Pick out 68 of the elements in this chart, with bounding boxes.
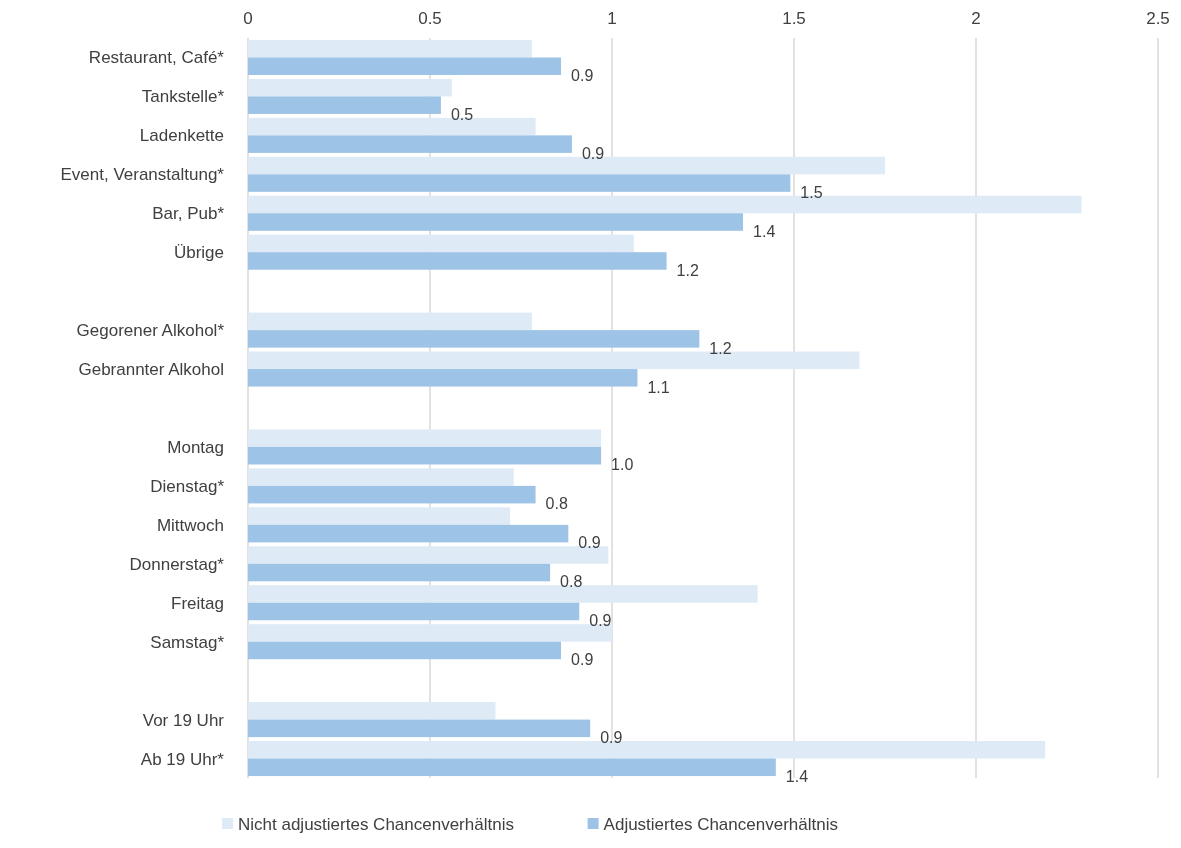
x-tick-label: 2 xyxy=(971,9,981,28)
data-label: 0.8 xyxy=(560,573,583,591)
bar xyxy=(248,57,562,75)
bar xyxy=(248,585,758,603)
data-label: 0.8 xyxy=(545,495,568,513)
bar xyxy=(248,96,441,114)
bar xyxy=(248,429,602,447)
x-tick-label: 1.5 xyxy=(782,9,806,28)
bar xyxy=(248,624,612,642)
data-label: 0.9 xyxy=(589,612,612,630)
y-tick-label: Event, Veranstaltung* xyxy=(60,165,225,185)
bar xyxy=(248,39,532,58)
y-tick-label: Übrige xyxy=(173,243,224,263)
bar xyxy=(248,741,1046,759)
bar xyxy=(248,758,776,777)
bar xyxy=(248,78,452,97)
bar xyxy=(248,468,514,486)
y-tick-label: Gegorener Alkohol* xyxy=(76,321,225,341)
bar xyxy=(248,135,572,153)
data-label: 1.2 xyxy=(709,339,732,357)
y-tick-label: Ladenkette xyxy=(139,126,224,146)
y-tick-label: Restaurant, Café* xyxy=(88,48,225,68)
data-label: 0.9 xyxy=(581,144,605,162)
bar xyxy=(248,174,791,192)
bar xyxy=(248,563,551,582)
x-tick-label: 1 xyxy=(607,9,617,28)
data-label: 1.1 xyxy=(647,378,670,396)
data-label: 0.9 xyxy=(571,67,594,84)
y-tick-label: Gebrannter Alkohol xyxy=(78,360,224,380)
data-label: 1.2 xyxy=(676,261,699,279)
bar xyxy=(248,234,634,253)
data-label: 0.9 xyxy=(578,534,601,552)
bar xyxy=(248,485,536,504)
bar xyxy=(248,524,569,543)
y-tick-label: Montag xyxy=(167,437,224,457)
y-tick-label: Samstag* xyxy=(150,632,225,652)
bar xyxy=(248,602,580,621)
y-tick-label: Vor 19 Uhr xyxy=(142,710,225,730)
bar xyxy=(248,702,496,720)
data-label: 1.5 xyxy=(800,183,823,201)
bar xyxy=(248,641,562,660)
bar xyxy=(248,546,609,564)
bar xyxy=(248,369,638,387)
y-tick-label: Dienstag* xyxy=(150,476,225,496)
data-label: 1.4 xyxy=(753,222,776,240)
bar xyxy=(248,330,700,348)
bar xyxy=(248,507,511,525)
x-tick-label: 0.5 xyxy=(418,9,442,28)
bar xyxy=(248,312,532,331)
data-label: 1.0 xyxy=(611,456,634,474)
legend-label: Adjustiertes Chancenverhältnis xyxy=(603,815,838,834)
x-tick-label: 0 xyxy=(243,9,253,28)
y-tick-label: Freitag xyxy=(171,593,224,613)
data-label: 0.9 xyxy=(571,651,594,669)
bar xyxy=(248,446,602,465)
bar xyxy=(248,213,744,231)
y-tick-label: Tankstelle* xyxy=(141,87,225,107)
legend-label: Nicht adjustiertes Chancenverhältnis xyxy=(238,815,514,834)
data-label: 0.9 xyxy=(600,729,623,747)
bar xyxy=(248,252,667,270)
y-tick-label: Donnerstag* xyxy=(129,554,225,574)
x-tick-label: 2.5 xyxy=(1146,9,1170,28)
data-label: 0.5 xyxy=(450,105,474,123)
data-label: 1.4 xyxy=(785,768,809,786)
bar xyxy=(248,719,591,738)
y-tick-label: Mittwoch xyxy=(156,515,224,535)
y-tick-label: Bar, Pub* xyxy=(152,204,225,224)
y-tick-label: Ab 19 Uhr* xyxy=(140,749,225,769)
